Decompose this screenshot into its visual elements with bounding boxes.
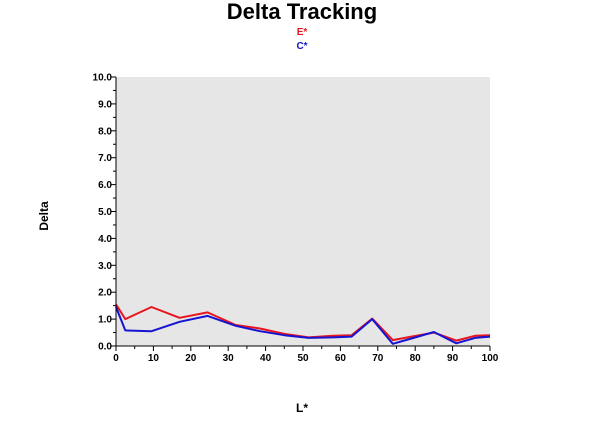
- plot-area: [116, 77, 490, 346]
- y-tick-label: 5.0: [98, 207, 112, 218]
- x-tick-label: 20: [185, 353, 197, 364]
- y-tick-label: 3.0: [98, 261, 112, 272]
- y-tick-label: 4.0: [98, 234, 112, 245]
- x-tick-label: 10: [148, 353, 160, 364]
- legend-entry-e-star: E*: [297, 27, 308, 38]
- y-tick-label: 0.0: [98, 342, 112, 353]
- y-tick-label: 10.0: [93, 73, 113, 84]
- y-tick-label: 9.0: [98, 99, 112, 110]
- x-tick-label: 60: [335, 353, 347, 364]
- series-layer: [115, 303, 491, 345]
- y-tick-label: 2.0: [98, 288, 112, 299]
- x-tick-label: 40: [260, 353, 272, 364]
- x-tick-label: 70: [372, 353, 384, 364]
- axes-layer: 0.0 1.0 2.0 3.0 4.0 5.0 6.0 7.0 8.0 9.0 10.0 0 10 20 3…: [93, 73, 499, 365]
- x-tick-label: 30: [223, 353, 235, 364]
- x-axis-label: L*: [296, 401, 308, 415]
- x-tick-label: 80: [410, 353, 422, 364]
- y-tick-label: 1.0: [98, 315, 112, 326]
- y-tick-label: 7.0: [98, 153, 112, 164]
- legend-entry-c-star: C*: [296, 41, 307, 52]
- chart-title: Delta Tracking: [227, 0, 377, 24]
- y-axis-label: Delta: [37, 201, 51, 231]
- y-tick-label: 8.0: [98, 126, 112, 137]
- x-tick-label: 0: [113, 353, 119, 364]
- x-tick-label: 100: [482, 353, 499, 364]
- x-tick-label: 50: [297, 353, 309, 364]
- y-tick-label: 6.0: [98, 180, 112, 191]
- series-line-c-star: [115, 306, 491, 345]
- x-tick-label: 90: [447, 353, 459, 364]
- legend: E* C*: [296, 27, 307, 52]
